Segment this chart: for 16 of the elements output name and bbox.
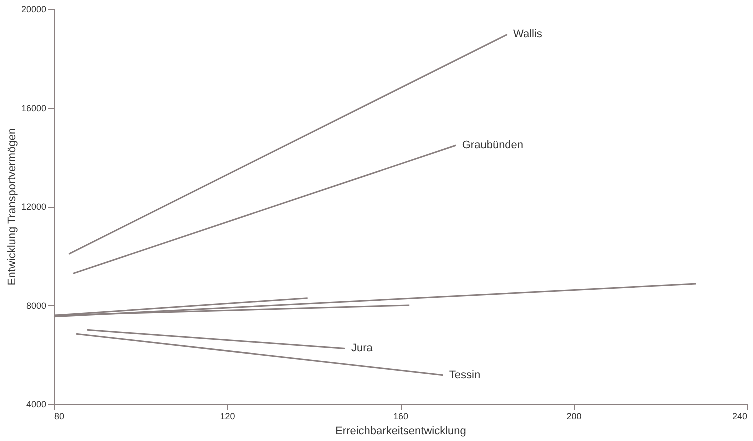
y-axis-title: Entwicklung Transportvermögen [6, 128, 18, 286]
x-tick-label: 200 [566, 412, 582, 422]
series-label: Jura [351, 342, 374, 355]
x-tick-label: 120 [220, 412, 236, 422]
y-tick-label: 8000 [26, 300, 46, 311]
x-tick-label: 80 [54, 412, 65, 422]
y-tick-label: 20000 [21, 4, 46, 14]
x-tick-label: 240 [732, 412, 748, 422]
series-label: Tessin [449, 369, 481, 382]
y-tick-label: 12000 [21, 202, 46, 212]
x-tick-label: 160 [393, 412, 409, 422]
series-label: Wallis [513, 28, 543, 41]
y-tick-label: 4000 [26, 400, 46, 410]
x-axis-title: Erreichbarkeitsentwicklung [336, 426, 466, 438]
series-label: Graubünden [462, 140, 524, 152]
y-tick-label: 16000 [21, 103, 46, 114]
